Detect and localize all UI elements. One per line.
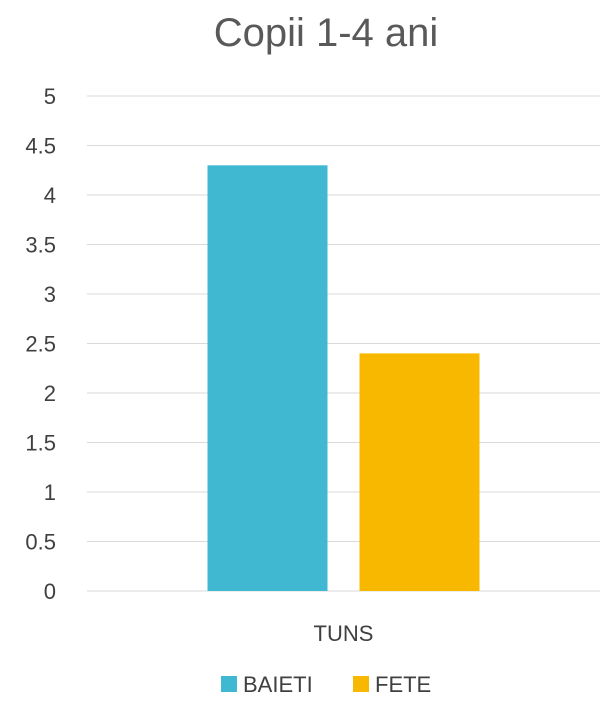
y-axis: 0 0.5 1 1.5 2 2.5 3 3.5 4 4.5 5: [25, 84, 56, 604]
chart-title: Copii 1-4 ani: [214, 11, 439, 55]
y-tick-label: 0.5: [25, 530, 56, 555]
legend-swatch-fete: [353, 676, 369, 692]
legend-swatch-baieti: [221, 676, 237, 692]
y-tick-label: 2: [44, 381, 56, 406]
bar-baieti: [207, 165, 328, 592]
legend-label-baieti: BAIETI: [243, 672, 313, 697]
y-tick-label: 4.5: [25, 134, 56, 159]
y-tick-label: 3: [44, 282, 56, 307]
legend-label-fete: FETE: [375, 672, 431, 697]
y-tick-label: 1: [44, 480, 56, 505]
y-tick-label: 5: [44, 84, 56, 109]
y-tick-label: 0: [44, 579, 56, 604]
gridlines: [87, 95, 600, 592]
x-axis: TUNS: [314, 621, 374, 646]
y-tick-label: 2.5: [25, 332, 56, 357]
bars: [207, 165, 480, 592]
bar-fete: [359, 353, 480, 591]
y-tick-label: 1.5: [25, 431, 56, 456]
y-tick-label: 4: [44, 183, 56, 208]
legend: BAIETI FETE: [221, 672, 431, 697]
x-category-label: TUNS: [314, 621, 374, 646]
y-tick-label: 3.5: [25, 233, 56, 258]
